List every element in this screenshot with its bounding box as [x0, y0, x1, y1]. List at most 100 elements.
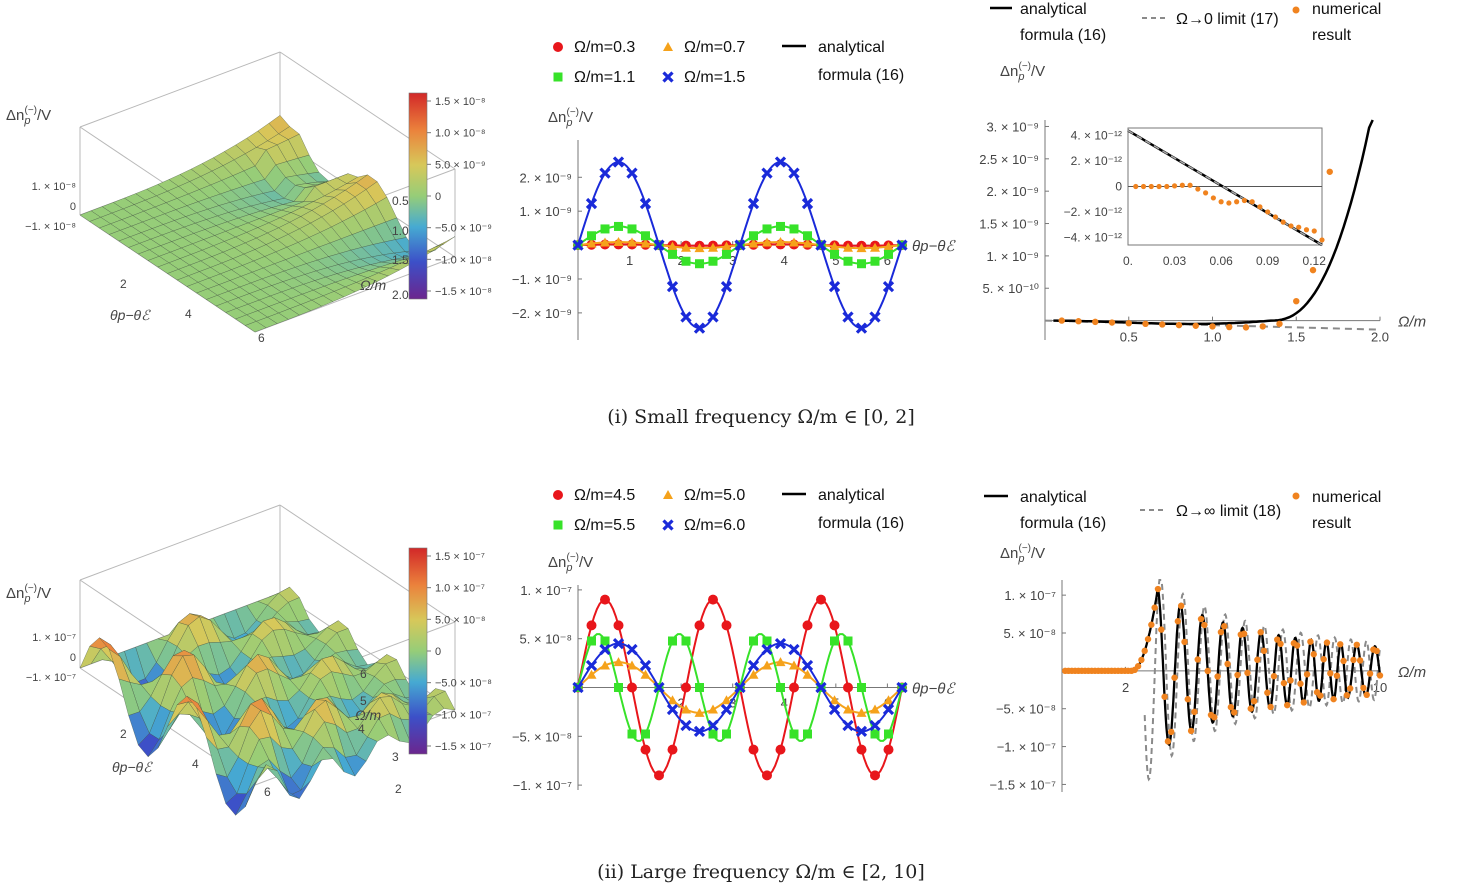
- y-tick-label: 1. × 10⁻⁷: [1004, 588, 1056, 603]
- numerical-point: [1242, 324, 1250, 331]
- frequency-plot-large: Δnp(−)/V Ω/m 1. × 10⁻⁷ 5. × 10⁻⁸ −5. × 10⁻⁸ −…: [984, 489, 1426, 792]
- colorbar-tick-label: −1.0 × 10⁻⁸: [435, 254, 492, 266]
- data-point: [708, 242, 718, 252]
- numerical-point: [1293, 297, 1300, 305]
- numerical-point: [1309, 266, 1317, 274]
- data-point: [693, 725, 706, 738]
- inset-numerical-point: [1218, 199, 1224, 205]
- z-tick-label: −1. × 10⁻⁷: [26, 672, 76, 684]
- x-tick-label: 2: [1122, 680, 1129, 695]
- x-tick-label: 1.0: [1203, 330, 1221, 345]
- y-tick-label: −1. × 10⁻⁹: [512, 272, 572, 287]
- numerical-point: [1184, 696, 1191, 703]
- inset-numerical-point: [1156, 183, 1162, 190]
- numerical-point: [1259, 323, 1266, 330]
- legend-label: formula (16): [1020, 27, 1106, 44]
- data-point: [722, 249, 731, 259]
- x-tick-label: 4: [185, 307, 192, 321]
- inset-x-tick-label: 0.: [1123, 254, 1133, 268]
- data-point: [789, 224, 799, 234]
- data-point: [627, 682, 637, 693]
- data-point: [600, 660, 610, 670]
- numerical-point: [1174, 618, 1182, 625]
- y-axis-label: Ω/m: [355, 707, 382, 723]
- data-point: [600, 224, 610, 234]
- data-point: [775, 237, 786, 247]
- data-point: [883, 744, 894, 755]
- x-tick-label: 1.5: [1287, 330, 1305, 345]
- data-point: [641, 231, 650, 241]
- data-point: [626, 643, 638, 656]
- numerical-point: [1267, 703, 1274, 711]
- data-point: [815, 681, 827, 694]
- legend-label: Ω/m=0.7: [684, 39, 745, 56]
- numerical-point: [1158, 626, 1165, 633]
- data-point: [816, 594, 826, 605]
- data-point: [708, 594, 718, 605]
- data-point: [695, 259, 704, 269]
- data-point: [681, 704, 691, 714]
- x-tick-label: 6: [258, 331, 265, 345]
- surface-patch: [245, 764, 267, 807]
- numerical-point: [1303, 671, 1311, 678]
- data-point: [585, 197, 598, 210]
- data-point: [747, 197, 760, 210]
- data-point: [708, 729, 718, 739]
- numerical-point: [1260, 647, 1268, 655]
- data-point: [667, 744, 678, 755]
- data-point: [585, 659, 598, 672]
- numerical-point: [1327, 670, 1334, 677]
- y-tick-label: −5. × 10⁻⁸: [512, 729, 572, 744]
- data-point: [869, 311, 881, 323]
- inset-numerical-point: [1226, 200, 1232, 206]
- data-point: [721, 620, 732, 631]
- data-point: [843, 636, 853, 646]
- y-tick-label: 6: [360, 667, 367, 681]
- z-tick-label: 1. × 10⁻⁷: [32, 632, 76, 644]
- numerical-point: [1125, 319, 1132, 327]
- x-tick-label: 2: [120, 277, 127, 291]
- numerical-point: [1363, 691, 1370, 699]
- y-tick-label: −1. × 10⁻⁷: [997, 740, 1057, 755]
- numerical-point: [1257, 629, 1264, 636]
- inset-numerical-point: [1296, 224, 1302, 230]
- inset-numerical-point: [1195, 186, 1201, 192]
- z-axis-label: Δnp(−)/V: [6, 105, 51, 127]
- data-point: [802, 620, 813, 631]
- data-point: [586, 238, 597, 248]
- data-point: [774, 156, 787, 168]
- legend-marker: [662, 71, 674, 83]
- y-tick-label: 2. × 10⁻⁹: [986, 184, 1039, 199]
- data-point: [720, 703, 733, 716]
- inset-numerical-point: [1187, 182, 1193, 188]
- data-point: [829, 241, 840, 251]
- data-point: [882, 703, 895, 716]
- numerical-point: [1276, 320, 1283, 328]
- y-tick-label: 3. × 10⁻⁹: [986, 119, 1039, 134]
- data-point: [828, 703, 841, 716]
- data-point: [613, 657, 624, 667]
- numerical-point: [1330, 695, 1337, 703]
- data-point: [681, 256, 691, 266]
- data-point: [870, 770, 880, 781]
- colorbar-tick-label: 1.5 × 10⁻⁷: [435, 551, 485, 563]
- inset-numerical-point: [1265, 209, 1271, 215]
- legend-label: analytical: [1020, 489, 1087, 506]
- data-point: [666, 703, 679, 716]
- inset-numerical-point: [1257, 204, 1263, 210]
- data-point: [747, 659, 760, 672]
- caption-large-frequency: (ii) Large frequency Ω/m ∈ [2, 10]: [597, 861, 925, 883]
- inset-numerical-point: [1311, 228, 1317, 234]
- y-tick-label: 2: [395, 782, 402, 796]
- data-point: [762, 224, 772, 234]
- numerical-point: [1247, 705, 1254, 712]
- colorbar-tick-label: −5.0 × 10⁻⁸: [435, 678, 492, 690]
- numerical-point: [1376, 672, 1384, 679]
- inset-y-tick-label: 4. × 10⁻¹²: [1071, 129, 1122, 143]
- data-point: [884, 729, 893, 739]
- data-point: [600, 594, 610, 605]
- numerical-point: [1175, 321, 1183, 329]
- numerical-point: [1226, 323, 1233, 331]
- numerical-point: [1161, 693, 1168, 700]
- data-point: [815, 239, 827, 251]
